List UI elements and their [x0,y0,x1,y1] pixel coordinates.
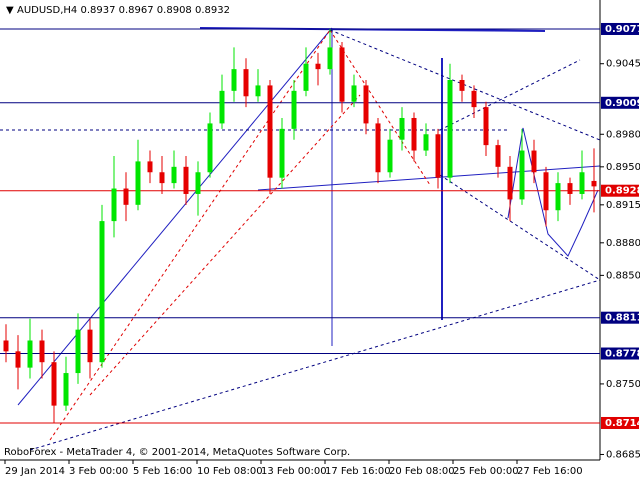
candle-body [519,150,525,200]
channel-line [439,174,601,281]
candle-body [171,166,177,184]
y-tick-label: 0.9045 [606,59,640,70]
candle-body [411,117,417,151]
candle-body [51,362,57,406]
x-tick-label: 3 Feb 00:00 [69,466,128,477]
y-tick-label: 0.8950 [606,162,640,173]
candle-body [447,79,453,178]
candle-body [27,340,33,368]
candle-body [39,340,45,363]
candle-body [543,172,549,211]
candle-body [459,79,465,91]
candle-body [87,329,93,363]
candle-body [159,172,165,184]
candle-body [315,63,321,70]
candle-body [255,85,261,97]
trend-line [257,165,601,191]
level-label: 0.9077 [605,24,640,35]
candle-body [63,373,69,406]
x-tick-label: 10 Feb 08:00 [197,466,263,477]
level-label-box [601,416,639,429]
candle-body [303,63,309,91]
level-label: 0.8714 [605,418,640,429]
candle-body [351,85,357,102]
channel-line [49,29,331,441]
x-tick-label: 29 Jan 2014 [5,466,65,477]
candle-body [339,47,345,102]
level-label: 0.8928 [605,186,640,197]
channel-line [329,29,601,141]
candle-body [579,172,585,194]
x-tick-label: 5 Feb 16:00 [133,466,192,477]
candle-body [555,183,561,211]
candle-body [231,69,237,91]
footer: RoboForex - MetaTrader 4, © 2001-2014, M… [4,447,350,458]
channel-line [439,59,581,131]
level-label: 0.8811 [605,313,640,324]
x-tick-label: 13 Feb 00:00 [261,466,327,477]
candle-body [507,166,513,200]
y-tick-label: 0.8980 [606,129,640,140]
candle-body [387,139,393,173]
chart-title: AUDUSD,H4 0.8937 0.8967 0.8908 0.8932 [17,5,230,16]
candle-body [363,85,369,124]
wave-line [507,127,599,257]
level-label: 0.9009 [605,98,640,109]
x-tick-label: 20 Feb 08:00 [389,466,455,477]
candle-body [75,329,81,374]
candle-body [471,90,477,108]
candle-body [183,166,189,194]
candle-body [423,134,429,151]
collapse-icon[interactable]: ▼ [6,5,14,16]
x-tick-label: 17 Feb 16:00 [325,466,391,477]
y-tick-label: 0.8750 [606,379,640,390]
candle-body [495,145,501,167]
candle-body [195,172,201,194]
level-label: 0.8778 [605,349,640,360]
candle-body [531,150,537,173]
y-tick-label: 0.8850 [606,270,640,281]
level-label-box [601,96,639,109]
y-tick-label: 0.8880 [606,238,640,249]
level-label-box [601,184,639,197]
channel-line [89,94,361,396]
x-tick-label: 27 Feb 16:00 [517,466,583,477]
candle-body [567,183,573,194]
candle-body [591,180,597,187]
level-label-box [601,311,639,324]
candle-body [111,188,117,222]
candle-body [207,123,213,173]
x-tick-label: 25 Feb 00:00 [453,466,519,477]
candle-body [147,161,153,173]
candle-body [483,107,489,146]
candle-body [99,221,105,363]
candle-body [267,85,273,178]
candle-body [243,69,249,97]
candle-body [291,90,297,129]
candle-body [399,117,405,140]
candle-body [219,90,225,124]
trend-line [17,27,333,406]
level-label-box [601,22,639,35]
candle-body [3,340,9,352]
candle-body [15,351,21,368]
level-label-box [601,347,639,360]
candle-body [327,47,333,70]
y-tick-label: 0.8685 [606,449,640,460]
y-tick-label: 0.8915 [606,200,640,211]
candle-body [435,134,441,178]
candle-body [375,123,381,173]
candle-body [279,128,285,178]
channel-line [329,29,431,186]
candle-body [135,161,141,205]
candle-body [123,188,129,205]
